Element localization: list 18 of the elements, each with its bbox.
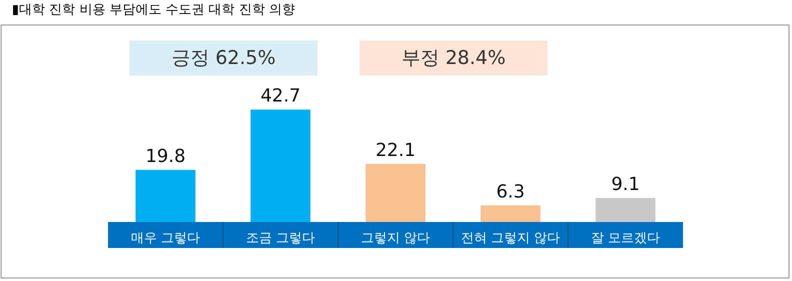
data-label: 9.1	[611, 174, 640, 196]
x-tick-label: 전혀 그렇지 않다	[460, 231, 560, 246]
x-tick-label: 조금 그렇다	[246, 231, 316, 246]
bar	[480, 205, 540, 222]
x-tick-label: 잘 모르겠다	[590, 231, 660, 246]
data-label: 22.1	[375, 140, 416, 161]
data-label: 6.3	[496, 181, 525, 202]
data-label: 42.7	[260, 86, 301, 107]
data-label: 19.8	[145, 146, 186, 167]
bar	[366, 164, 426, 222]
bar	[136, 170, 196, 222]
bar	[250, 110, 310, 222]
x-tick-label: 그렇지 않다	[360, 231, 430, 246]
bar	[596, 198, 656, 222]
text: 부정 28.4%	[401, 47, 506, 69]
text: 긍정 62.5%	[171, 47, 276, 69]
x-tick-label: 매우 그렇다	[130, 231, 200, 246]
chart-title: ▮대학 진학 비용 부담에도 수도권 대학 진학 의향	[12, 2, 295, 18]
